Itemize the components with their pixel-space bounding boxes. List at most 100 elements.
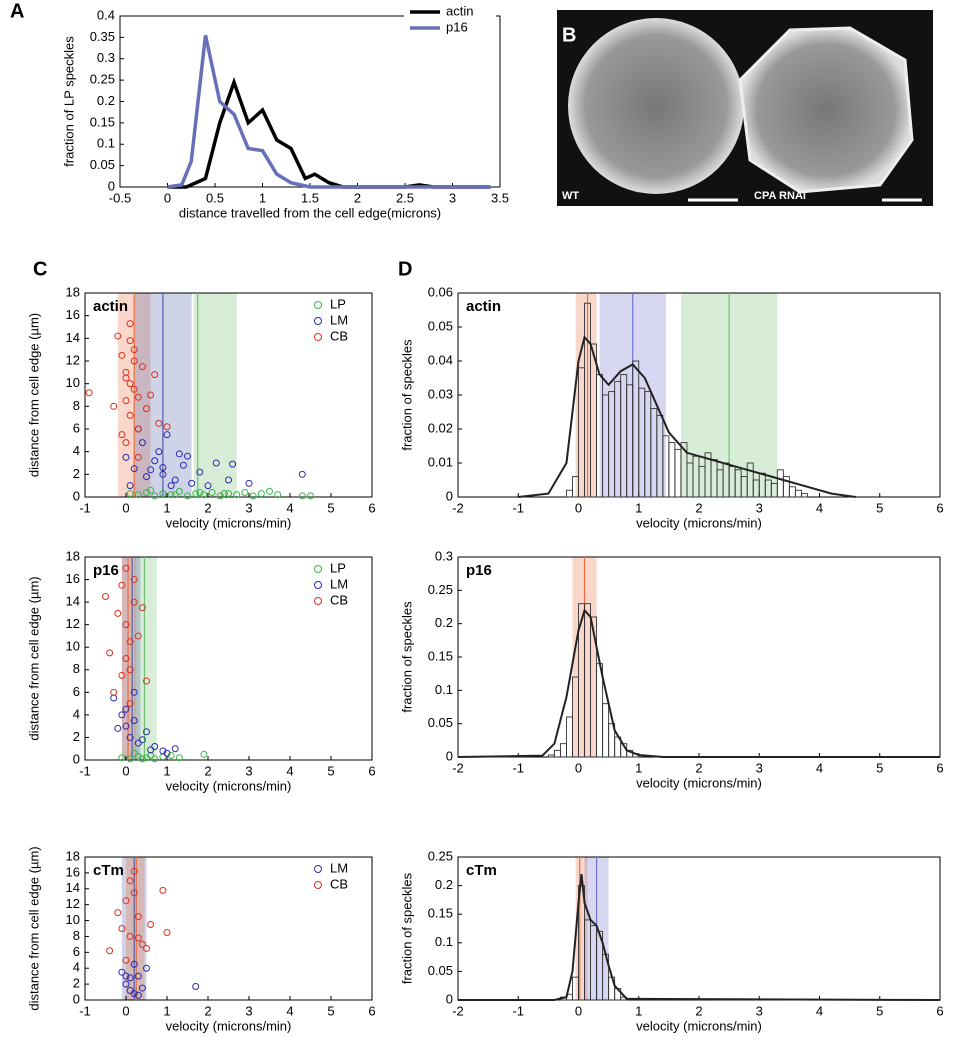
point xyxy=(126,337,134,345)
point xyxy=(110,688,118,696)
y-tick-label: 0 xyxy=(73,991,80,1006)
y-tick-label: 8 xyxy=(73,661,80,676)
point xyxy=(134,453,142,461)
point xyxy=(274,491,282,499)
point xyxy=(122,980,130,988)
point xyxy=(167,482,175,490)
bar xyxy=(794,489,802,498)
y-tick-label: 0 xyxy=(446,748,453,763)
bar xyxy=(602,703,610,758)
bar xyxy=(668,442,676,498)
x-tick-label: -2 xyxy=(452,500,464,515)
x-tick-label: 5 xyxy=(327,1003,334,1018)
bar xyxy=(553,749,561,758)
x-tick-label: -2 xyxy=(452,1003,464,1018)
point xyxy=(130,357,138,365)
cell-rnai xyxy=(738,26,914,194)
chart-label: p16 xyxy=(466,562,492,579)
x-tick-label: 1 xyxy=(635,760,642,775)
legend-label: CB xyxy=(330,328,348,343)
x-tick-label: 0 xyxy=(164,190,171,205)
point xyxy=(220,490,228,498)
y-tick-label: 0.05 xyxy=(428,715,453,730)
chart: -0.5 0 0.5 1 1.5 2 2.5 3 3.500.050.10.150.20.250… xyxy=(10,0,509,220)
y-tick-label: 6 xyxy=(73,684,80,699)
y-tick-label: 0.1 xyxy=(435,934,453,949)
point xyxy=(134,491,142,499)
x-axis-label: velocity (microns/min) xyxy=(636,775,762,790)
y-tick-label: 0 xyxy=(73,751,80,766)
x-tick-label: 4 xyxy=(286,1003,293,1018)
point xyxy=(163,431,171,439)
y-tick-label: 8 xyxy=(73,398,80,413)
x-tick-label: -2 xyxy=(452,760,464,775)
x-tick-label: 2 xyxy=(695,760,702,775)
point xyxy=(130,717,138,725)
y-tick-label: 16 xyxy=(66,864,80,879)
chart: -2 -1 0 1 2 3 4 5 6 0 0.05 0.1 0.15 0.2 0.25 0.3 velocit… xyxy=(399,548,943,790)
point xyxy=(138,755,146,763)
point xyxy=(130,465,138,473)
point xyxy=(134,632,142,640)
x-tick-label: 4 xyxy=(816,500,823,515)
point xyxy=(143,754,150,762)
point xyxy=(134,934,142,942)
point xyxy=(151,755,159,763)
point xyxy=(126,733,134,741)
point xyxy=(122,564,130,572)
bar xyxy=(800,493,808,498)
point xyxy=(122,972,130,980)
y-tick-label: 0.04 xyxy=(428,352,453,367)
y-tick-label: 14 xyxy=(66,330,80,345)
bar xyxy=(776,469,784,498)
x-tick-label: 1 xyxy=(259,190,266,205)
point xyxy=(159,470,167,478)
point xyxy=(184,492,191,500)
chart-label: p16 xyxy=(93,562,119,579)
bar xyxy=(559,743,567,758)
point xyxy=(118,671,126,679)
point xyxy=(212,459,220,467)
x-tick-label: 0 xyxy=(122,1003,129,1018)
point xyxy=(130,960,138,968)
y-tick-label: 0.2 xyxy=(435,877,453,892)
point xyxy=(167,751,175,759)
y-tick-label: 0.01 xyxy=(428,454,453,469)
y-tick-label: 12 xyxy=(66,616,80,631)
point xyxy=(155,448,163,456)
point xyxy=(122,722,130,730)
point xyxy=(192,490,200,498)
legend-swatch xyxy=(314,881,322,889)
panel-letter: A xyxy=(10,0,24,22)
point xyxy=(229,460,237,468)
point xyxy=(171,491,179,499)
x-tick-label: -1 xyxy=(512,760,524,775)
point xyxy=(266,487,273,495)
legend-label: actin xyxy=(446,3,473,18)
x-tick-label: 4 xyxy=(286,763,293,778)
y-tick-label: 0.2 xyxy=(435,615,453,630)
point xyxy=(102,592,109,600)
legend-swatch xyxy=(314,865,322,873)
x-tick-label: 0 xyxy=(122,763,129,778)
x-tick-label: 0 xyxy=(575,760,582,775)
point xyxy=(257,490,265,498)
point xyxy=(126,638,134,646)
y-tick-label: 0.02 xyxy=(428,420,453,435)
point xyxy=(122,705,130,713)
point xyxy=(216,492,224,500)
point xyxy=(110,694,118,702)
legend-label: LM xyxy=(330,312,348,327)
y-tick-label: 0.2 xyxy=(97,93,115,108)
x-axis-label: velocity (microns/min) xyxy=(166,778,292,793)
y-tick-label: 0.3 xyxy=(97,50,115,65)
y-tick-label: 12 xyxy=(66,896,80,911)
x-tick-label: 3 xyxy=(245,1003,252,1018)
x-tick-label: 5 xyxy=(876,760,883,775)
x-axis-label: velocity (microns/min) xyxy=(166,1018,292,1033)
x-tick-label: 3 xyxy=(245,763,252,778)
point xyxy=(126,932,134,940)
panel-letter: D xyxy=(398,258,412,280)
plot-frame xyxy=(84,856,373,1001)
point xyxy=(184,452,191,460)
